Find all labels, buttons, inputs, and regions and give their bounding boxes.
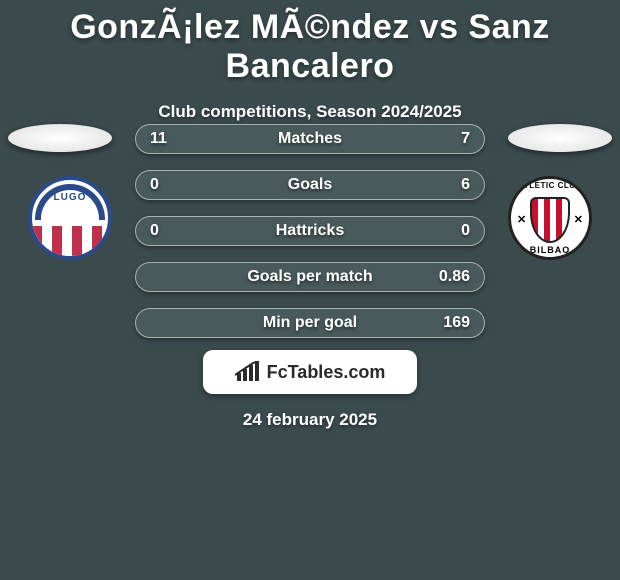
footer-brand-box[interactable]: FcTables.com <box>203 350 417 394</box>
team-crest-right: ATLETIC CLUB ✕ ✕ BILBAO <box>500 176 600 262</box>
date-text: 24 february 2025 <box>0 410 620 430</box>
stats-container: 11 Matches 7 0 Goals 6 0 Hattricks 0 Goa… <box>135 124 485 354</box>
stat-row: Goals per match 0.86 <box>135 262 485 292</box>
stat-row: 11 Matches 7 <box>135 124 485 154</box>
stat-value-left: 11 <box>150 130 167 148</box>
stat-label: Matches <box>278 130 342 148</box>
stat-value-left: 0 <box>150 176 159 194</box>
lugo-crest-icon: LUGO <box>28 176 112 260</box>
stat-value-left: 0 <box>150 222 159 240</box>
stat-row: 0 Goals 6 <box>135 170 485 200</box>
stat-value-right: 169 <box>443 314 470 332</box>
stat-label: Hattricks <box>276 222 344 240</box>
chart-icon <box>235 361 261 383</box>
stat-label: Goals <box>288 176 332 194</box>
team-crest-left: LUGO <box>20 176 120 262</box>
stat-value-right: 6 <box>461 176 470 194</box>
player-photo-left <box>8 124 112 152</box>
stat-row: Min per goal 169 <box>135 308 485 338</box>
stat-value-right: 7 <box>461 130 470 148</box>
stat-value-right: 0.86 <box>439 268 470 286</box>
stat-label: Min per goal <box>263 314 357 332</box>
page-title: GonzÃ¡lez MÃ©ndez vs Sanz Bancalero <box>0 0 620 86</box>
stat-row: 0 Hattricks 0 <box>135 216 485 246</box>
subtitle: Club competitions, Season 2024/2025 <box>0 102 620 122</box>
stat-value-right: 0 <box>461 222 470 240</box>
footer-brand-text: FcTables.com <box>267 362 386 383</box>
stat-label: Goals per match <box>247 268 372 286</box>
comparison-card: GonzÃ¡lez MÃ©ndez vs Sanz Bancalero Club… <box>0 0 620 580</box>
player-photo-right <box>508 124 612 152</box>
athletic-crest-icon: ATLETIC CLUB ✕ ✕ BILBAO <box>508 176 592 260</box>
